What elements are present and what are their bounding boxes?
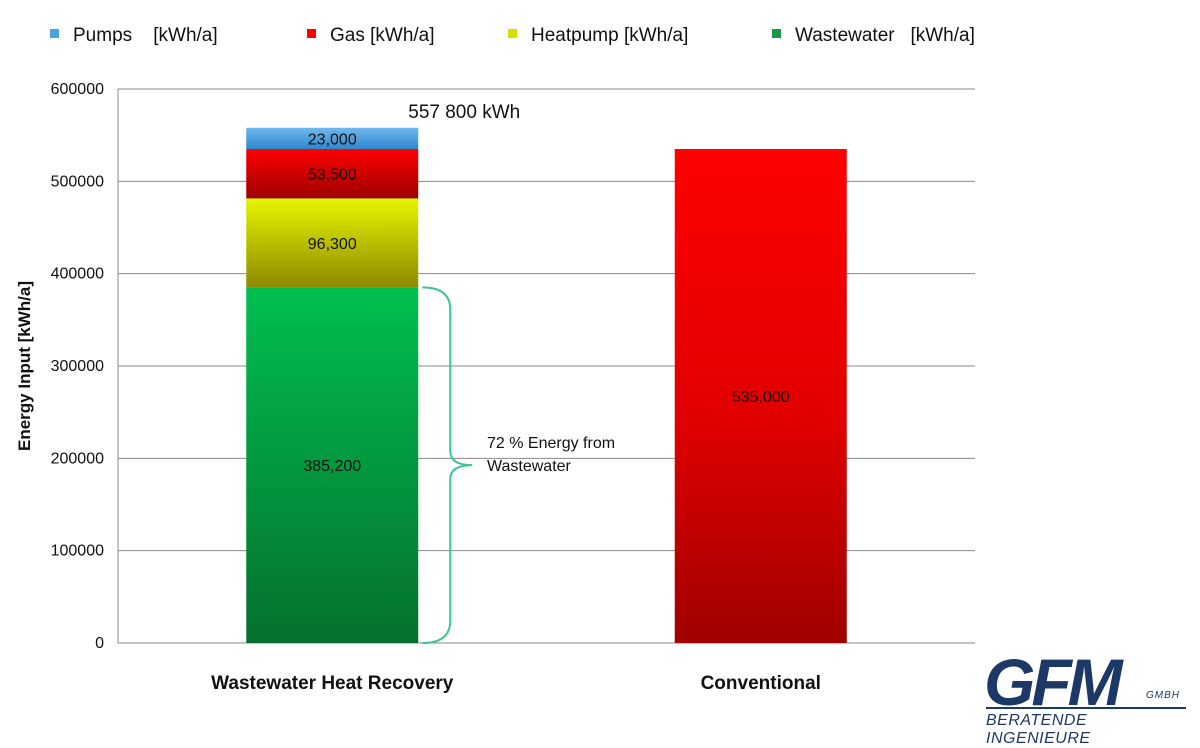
bars: 385,200 96,300 53,500 23,000 535,000 (246, 127, 847, 643)
y-tick-label: 600000 (51, 81, 104, 98)
data-label-gas: 53,500 (308, 167, 357, 184)
y-tick-label: 400000 (51, 266, 104, 283)
legend-swatch-gas (307, 29, 316, 39)
brace-shape (422, 286, 473, 644)
gfm-logo: GFM GMBH BERATENDE INGENIEURE (980, 645, 1195, 747)
legend-swatch-heatpump (508, 29, 517, 39)
data-label-gas: 535,000 (732, 389, 790, 406)
bar-segment-wastewater (246, 287, 419, 643)
annotations: 557 800 kWh 72 % Energy from Wastewater (408, 102, 615, 644)
legend-label-gas: Gas [kWh/a] (330, 25, 435, 46)
chart-legend: Pumps [kWh/a] Gas [kWh/a] Heatpump [kWh/… (0, 0, 1200, 70)
legend-label-heatpump: Heatpump [kWh/a] (531, 25, 689, 46)
y-tick-label: 300000 (51, 358, 104, 375)
logo-text: GFM (984, 645, 1123, 719)
y-tick-label: 100000 (51, 543, 104, 560)
legend-swatch-pumps (50, 29, 59, 39)
brace-label-line1: 72 % Energy from (487, 435, 615, 452)
y-axis-label: Energy Input [kWh/a] (15, 281, 34, 451)
bar-segment-pumps (246, 127, 419, 150)
legend-item-gas: Gas [kWh/a] (307, 25, 435, 47)
legend-swatch-wastewater (772, 29, 781, 39)
legend-label-wastewater: Wastewater [kWh/a] (795, 25, 975, 46)
data-label-heatpump: 96,300 (308, 236, 357, 253)
total-label: 557 800 kWh (408, 102, 520, 123)
y-tick-label: 500000 (51, 173, 104, 190)
x-axis: Wastewater Heat Recovery Conventional (211, 673, 821, 694)
y-axis: 0 100000 200000 300000 400000 500000 600000 (51, 81, 975, 652)
legend-item-pumps: Pumps [kWh/a] (50, 25, 218, 47)
y-tick-label: 0 (95, 635, 104, 652)
x-category-label: Conventional (701, 673, 821, 694)
bar-segment-gas (246, 149, 419, 199)
data-label-wastewater: 385,200 (303, 458, 361, 475)
logo-gmbh: GMBH (1146, 690, 1180, 701)
brace-label-line2: Wastewater (487, 458, 572, 475)
legend-label-pumps: Pumps [kWh/a] (73, 25, 218, 46)
legend-item-wastewater: Wastewater [kWh/a] (772, 25, 975, 47)
logo-subtitle: BERATENDE INGENIEURE (986, 712, 1091, 747)
y-tick-label: 200000 (51, 450, 104, 467)
bar-segment-gas (674, 149, 847, 643)
logo-rule (986, 707, 1186, 709)
legend-item-heatpump: Heatpump [kWh/a] (508, 25, 688, 47)
bar-segment-heatpump (246, 198, 419, 288)
data-label-pumps: 23,000 (308, 131, 357, 148)
x-category-label: Wastewater Heat Recovery (211, 673, 454, 694)
